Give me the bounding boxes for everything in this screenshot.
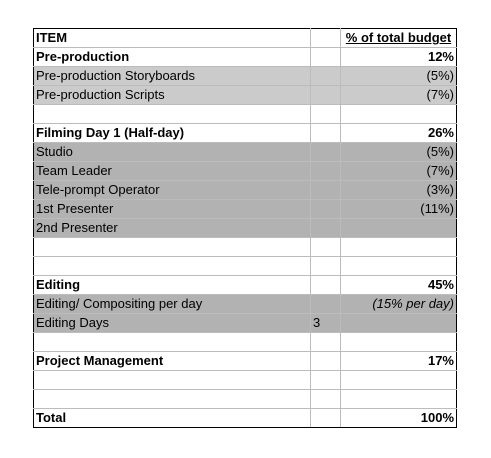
budget-cell[interactable] bbox=[340, 389, 457, 409]
item-cell[interactable] bbox=[33, 104, 311, 124]
item-cell[interactable] bbox=[33, 332, 311, 352]
table-row bbox=[33, 389, 457, 409]
table-row: 2nd Presenter bbox=[33, 218, 457, 238]
table-row bbox=[33, 256, 457, 276]
table-row: Total 100% bbox=[33, 408, 457, 428]
budget-cell[interactable]: (5%) bbox=[340, 142, 457, 162]
item-cell[interactable] bbox=[33, 370, 311, 390]
item-cell[interactable]: Studio bbox=[33, 142, 311, 162]
budget-cell[interactable]: 100% bbox=[340, 408, 457, 428]
header-budget-cell[interactable]: % of total budget bbox=[340, 28, 457, 48]
table-row: Pre-production Storyboards (5%) bbox=[33, 66, 457, 86]
days-cell[interactable] bbox=[310, 332, 341, 352]
item-cell[interactable] bbox=[33, 237, 311, 257]
table-row bbox=[33, 237, 457, 257]
table-row: Team Leader (7%) bbox=[33, 161, 457, 181]
item-cell[interactable]: Team Leader bbox=[33, 161, 311, 181]
days-cell[interactable] bbox=[310, 389, 341, 409]
days-cell[interactable] bbox=[310, 218, 341, 238]
budget-cell[interactable] bbox=[340, 370, 457, 390]
item-cell[interactable]: Editing Days bbox=[33, 313, 311, 333]
budget-cell[interactable]: (15% per day) bbox=[340, 294, 457, 314]
days-cell[interactable] bbox=[310, 294, 341, 314]
budget-cell[interactable] bbox=[340, 256, 457, 276]
days-cell[interactable] bbox=[310, 180, 341, 200]
item-cell[interactable]: 1st Presenter bbox=[33, 199, 311, 219]
budget-cell[interactable] bbox=[340, 104, 457, 124]
days-cell[interactable] bbox=[310, 142, 341, 162]
item-cell[interactable]: Tele-prompt Operator bbox=[33, 180, 311, 200]
table-row: Filming Day 1 (Half-day) 26% bbox=[33, 123, 457, 143]
budget-cell[interactable] bbox=[340, 313, 457, 333]
days-cell[interactable] bbox=[310, 161, 341, 181]
table-row: 1st Presenter (11%) bbox=[33, 199, 457, 219]
item-cell[interactable]: Pre-production Scripts bbox=[33, 85, 311, 105]
item-cell[interactable]: Editing/ Compositing per day bbox=[33, 294, 311, 314]
item-cell[interactable]: Project Management bbox=[33, 351, 311, 371]
item-cell[interactable]: Pre-production Storyboards bbox=[33, 66, 311, 86]
days-cell[interactable] bbox=[310, 370, 341, 390]
budget-cell[interactable]: (7%) bbox=[340, 85, 457, 105]
table-row: Pre-production 12% bbox=[33, 47, 457, 67]
header-row: ITEM % of total budget bbox=[33, 28, 457, 48]
budget-cell[interactable]: (5%) bbox=[340, 66, 457, 86]
days-cell[interactable] bbox=[310, 47, 341, 67]
days-cell[interactable] bbox=[310, 199, 341, 219]
days-cell[interactable]: 3 bbox=[310, 313, 341, 333]
item-cell[interactable]: Editing bbox=[33, 275, 311, 295]
days-cell[interactable] bbox=[310, 237, 341, 257]
budget-table: ITEM % of total budget Pre-production 12%… bbox=[33, 28, 457, 428]
item-cell[interactable]: 2nd Presenter bbox=[33, 218, 311, 238]
budget-cell[interactable]: 26% bbox=[340, 123, 457, 143]
days-cell[interactable] bbox=[310, 408, 341, 428]
table-row: Editing/ Compositing per day (15% per day… bbox=[33, 294, 457, 314]
days-cell[interactable] bbox=[310, 256, 341, 276]
budget-cell[interactable] bbox=[340, 237, 457, 257]
budget-cell[interactable]: (11%) bbox=[340, 199, 457, 219]
item-cell[interactable]: Pre-production bbox=[33, 47, 311, 67]
header-item-cell[interactable]: ITEM bbox=[33, 28, 311, 48]
item-cell[interactable] bbox=[33, 389, 311, 409]
budget-cell[interactable]: (7%) bbox=[340, 161, 457, 181]
table-row bbox=[33, 104, 457, 124]
table-row: Editing 45% bbox=[33, 275, 457, 295]
days-cell[interactable] bbox=[310, 123, 341, 143]
table-row: Project Management 17% bbox=[33, 351, 457, 371]
budget-cell[interactable] bbox=[340, 218, 457, 238]
table-row: Editing Days 3 bbox=[33, 313, 457, 333]
budget-cell[interactable] bbox=[340, 332, 457, 352]
table-row: Studio (5%) bbox=[33, 142, 457, 162]
item-cell[interactable] bbox=[33, 256, 311, 276]
days-cell[interactable] bbox=[310, 104, 341, 124]
header-days-cell[interactable] bbox=[310, 28, 341, 48]
table-row bbox=[33, 332, 457, 352]
days-cell[interactable] bbox=[310, 66, 341, 86]
budget-cell[interactable]: (3%) bbox=[340, 180, 457, 200]
table-row: Tele-prompt Operator (3%) bbox=[33, 180, 457, 200]
table-row: Pre-production Scripts (7%) bbox=[33, 85, 457, 105]
budget-cell[interactable]: 12% bbox=[340, 47, 457, 67]
item-cell[interactable]: Total bbox=[33, 408, 311, 428]
item-cell[interactable]: Filming Day 1 (Half-day) bbox=[33, 123, 311, 143]
budget-cell[interactable]: 45% bbox=[340, 275, 457, 295]
days-cell[interactable] bbox=[310, 85, 341, 105]
table-row bbox=[33, 370, 457, 390]
days-cell[interactable] bbox=[310, 275, 341, 295]
budget-cell[interactable]: 17% bbox=[340, 351, 457, 371]
days-cell[interactable] bbox=[310, 351, 341, 371]
